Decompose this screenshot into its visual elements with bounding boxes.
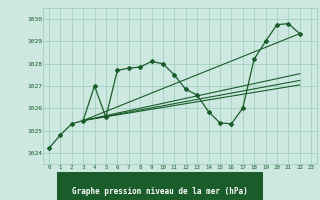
Text: Graphe pression niveau de la mer (hPa): Graphe pression niveau de la mer (hPa) xyxy=(72,187,248,196)
